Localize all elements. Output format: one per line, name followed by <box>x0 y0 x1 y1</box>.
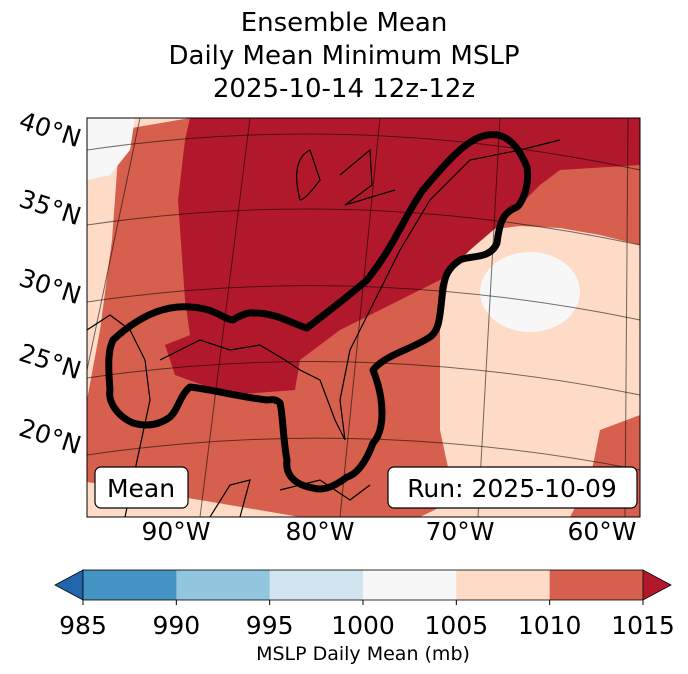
mean-label-box: Mean <box>94 466 189 509</box>
lat-tick-label: 20°N <box>16 413 85 460</box>
lon-ticks: 90°W 80°W 70°W 60°W <box>141 517 636 546</box>
colorbar-segment <box>269 570 364 600</box>
colorbar-tick-label: 1005 <box>425 611 489 640</box>
colorbar-segment <box>176 570 271 600</box>
title-line-2: Daily Mean Minimum MSLP <box>168 41 519 71</box>
graticule <box>87 118 640 517</box>
mean-label: Mean <box>107 474 175 503</box>
lon-tick-label: 70°W <box>425 517 494 546</box>
run-label-box: Run: 2025-10-09 <box>387 466 638 509</box>
colorbar-tick-label: 990 <box>152 611 200 640</box>
lon-tick-label: 80°W <box>285 517 354 546</box>
colorbar-tick-label: 995 <box>246 611 294 640</box>
colorbar-tick-label: 1015 <box>611 611 675 640</box>
colorbar-label: MSLP Daily Mean (mb) <box>256 643 470 665</box>
colorbar-segment <box>83 570 177 600</box>
map-frame <box>86 117 641 518</box>
lat-tick-label: 25°N <box>16 338 85 385</box>
lat-tick-label: 35°N <box>16 184 85 231</box>
title: Ensemble Mean Daily Mean Minimum MSLP 20… <box>168 8 519 104</box>
colorbar: 985 990 995 1000 1005 1010 1015 <box>54 569 675 640</box>
colorbar-tick-label: 985 <box>59 611 107 640</box>
lat-ticks: 40°N 35°N 30°N 25°N 20°N <box>16 106 85 460</box>
colorbar-segment <box>456 570 551 600</box>
map: Mean Run: 2025-10-09 <box>87 118 640 517</box>
title-line-3: 2025-10-14 12z-12z <box>213 74 475 104</box>
field-1000-1005-nw <box>87 118 135 180</box>
lon-tick-label: 60°W <box>567 517 636 546</box>
colorbar-tick-label: 1000 <box>331 611 395 640</box>
field-1000-1005 <box>480 252 580 332</box>
lat-tick-label: 40°N <box>16 106 85 153</box>
colorbar-tick-label: 1010 <box>518 611 582 640</box>
field-above-1015 <box>165 118 640 395</box>
colorbar-segment <box>549 570 644 600</box>
lon-tick-label: 90°W <box>141 517 210 546</box>
colorbar-extend-under <box>54 569 84 601</box>
contour-outline <box>105 131 532 493</box>
run-label: Run: 2025-10-09 <box>407 474 617 503</box>
colorbar-segment <box>363 570 457 600</box>
lat-tick-label: 30°N <box>16 263 85 310</box>
colorbar-extend-over <box>642 569 672 601</box>
title-line-1: Ensemble Mean <box>241 8 448 38</box>
